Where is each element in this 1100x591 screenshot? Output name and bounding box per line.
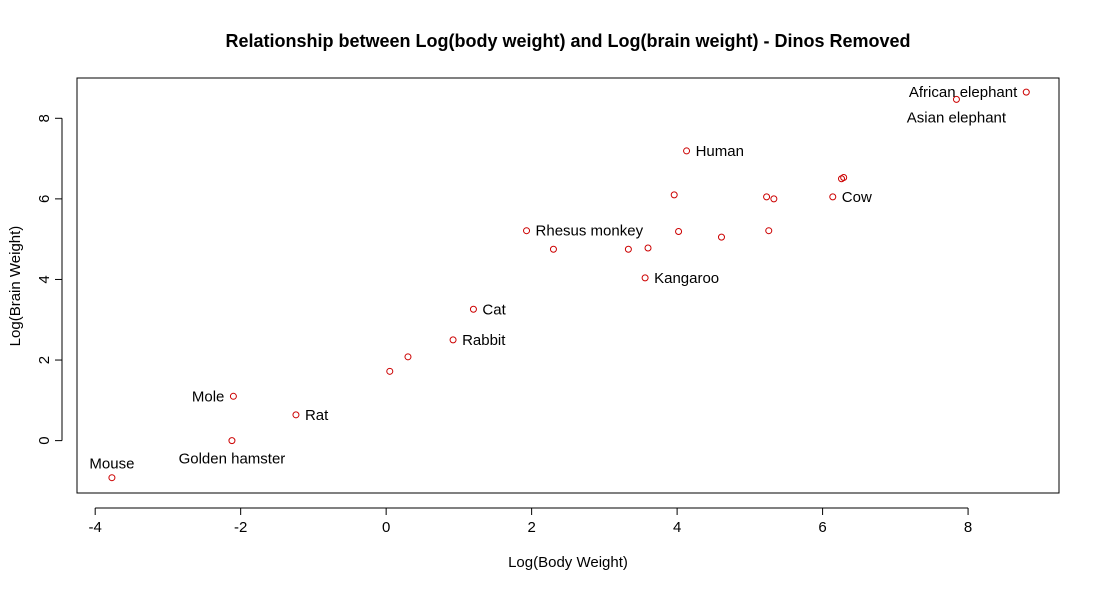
y-tick-label: 0 [36, 436, 53, 444]
x-tick-label: -2 [234, 519, 247, 536]
x-axis-label: Log(Body Weight) [508, 554, 628, 571]
point-label: Rabbit [462, 332, 506, 349]
point-label: Cow [842, 189, 872, 206]
data-point [469, 305, 477, 313]
data-points [108, 88, 1030, 482]
data-point [549, 245, 557, 253]
data-point [108, 474, 116, 482]
x-tick-label: 8 [964, 519, 972, 536]
x-tick-label: 4 [673, 519, 681, 536]
data-point [644, 244, 652, 252]
data-point [624, 245, 632, 253]
x-tick-label: 0 [382, 519, 390, 536]
data-point [765, 227, 773, 235]
data-point [670, 191, 678, 199]
x-tick-label: -4 [89, 519, 102, 536]
data-point [641, 274, 649, 282]
plot-frame [76, 77, 1060, 494]
x-axis: -4 -2 0 2 4 6 8 [89, 507, 972, 536]
x-tick-label: 2 [527, 519, 535, 536]
y-axis: 0 2 4 6 8 [36, 114, 63, 445]
data-point [717, 233, 725, 241]
point-label: African elephant [909, 84, 1018, 101]
data-point [228, 437, 236, 445]
data-point [763, 193, 771, 201]
x-tick-label: 6 [818, 519, 826, 536]
data-point [770, 195, 778, 203]
point-label: Cat [482, 301, 506, 318]
data-point [386, 367, 394, 375]
y-tick-label: 8 [36, 114, 53, 122]
data-point [292, 411, 300, 419]
data-point [683, 147, 691, 155]
data-point [449, 336, 457, 344]
point-label: Golden hamster [179, 451, 286, 468]
data-point [840, 174, 848, 182]
point-label: Asian elephant [907, 109, 1007, 126]
y-tick-label: 6 [36, 195, 53, 203]
data-point [829, 193, 837, 201]
y-axis-label: Log(Brain Weight) [7, 226, 24, 347]
data-point [229, 392, 237, 400]
data-point [952, 95, 960, 103]
data-point [1022, 88, 1030, 96]
point-label: Human [696, 143, 744, 160]
y-tick-label: 2 [36, 356, 53, 364]
point-labels: Mouse Golden hamster Mole Rat Rabbit Cat Rhesu… [89, 84, 1018, 473]
point-label: Mole [192, 388, 225, 405]
chart-title: Relationship between Log(body weight) an… [225, 31, 910, 51]
data-point [523, 227, 531, 235]
point-label: Kangaroo [654, 270, 719, 287]
point-label: Rhesus monkey [536, 223, 644, 240]
point-label: Mouse [89, 456, 134, 473]
data-point [675, 228, 683, 236]
y-tick-label: 4 [36, 275, 53, 283]
point-label: Rat [305, 407, 329, 424]
data-point [404, 353, 412, 361]
